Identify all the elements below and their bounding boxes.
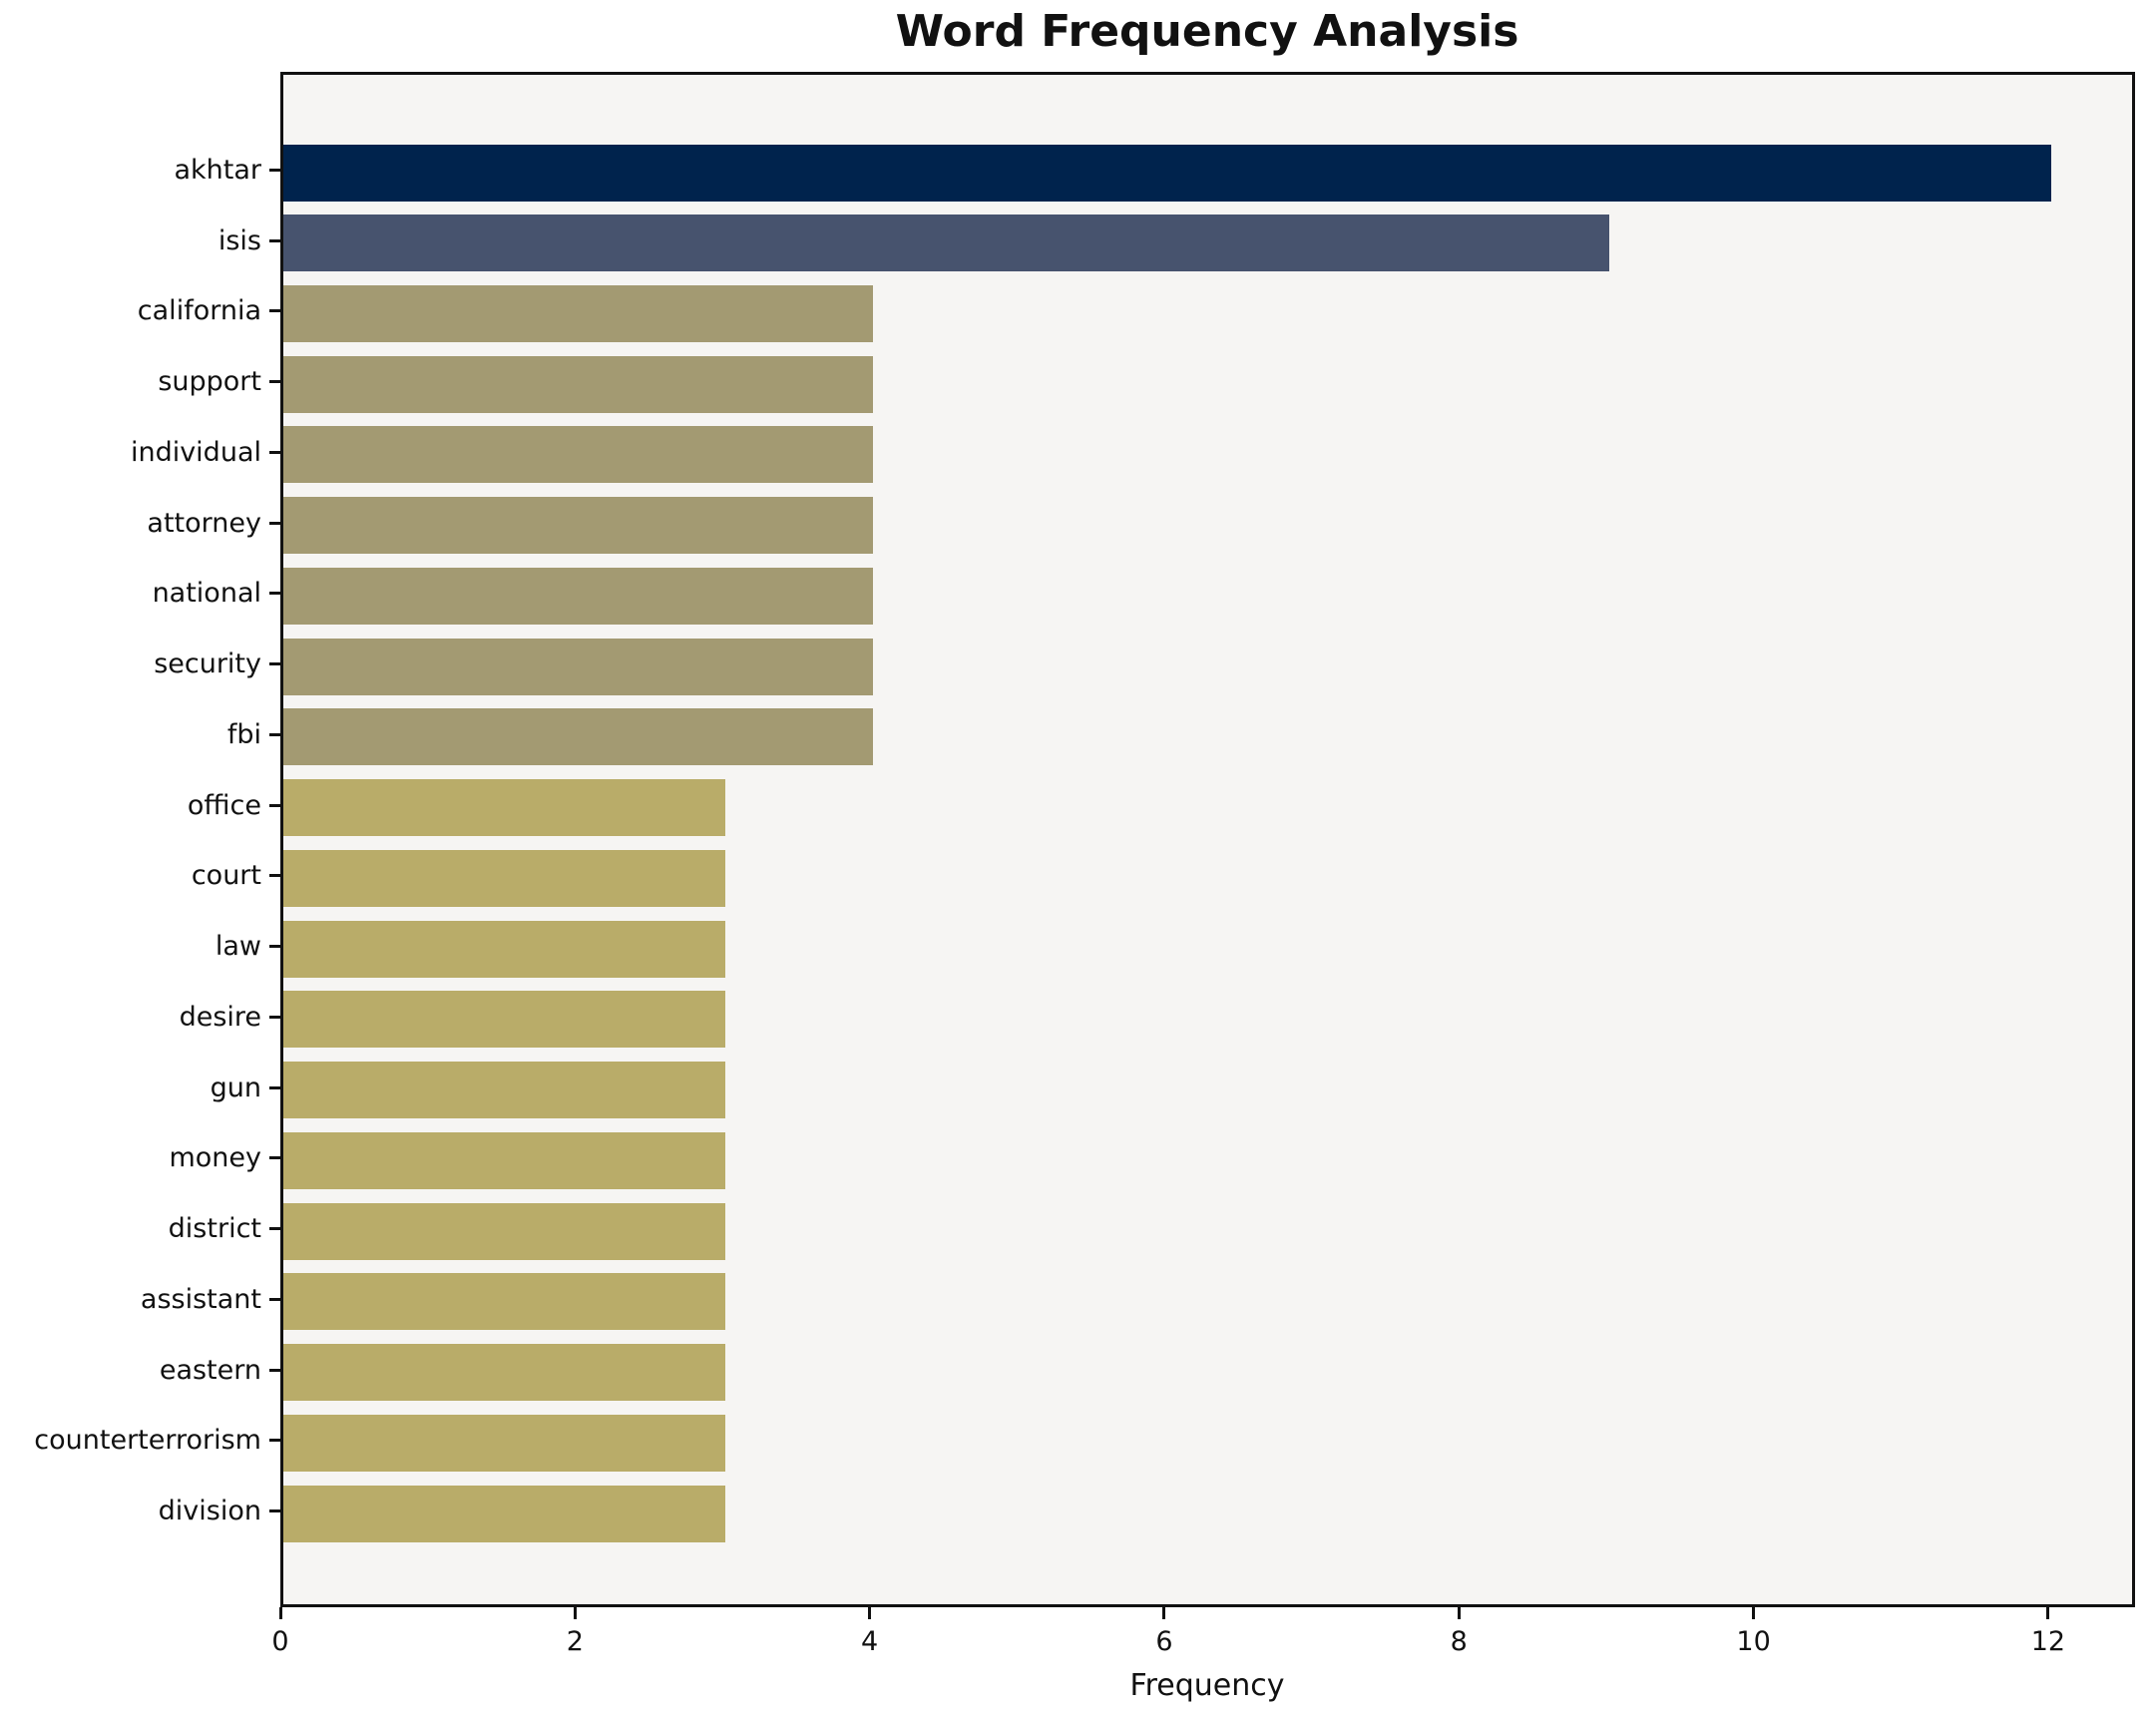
- bar-district: [283, 1202, 725, 1260]
- y-tick-money: [269, 1156, 280, 1160]
- y-label-gun: gun: [210, 1072, 261, 1103]
- y-tick-fbi: [269, 732, 280, 736]
- y-tick-individual: [269, 450, 280, 454]
- bar-attorney: [283, 497, 873, 555]
- y-tick-assistant: [269, 1297, 280, 1301]
- y-tick-desire: [269, 1015, 280, 1019]
- y-label-office: office: [187, 789, 261, 821]
- x-tick-label-12: 12: [2030, 1626, 2066, 1657]
- chart-title: Word Frequency Analysis: [895, 6, 1519, 57]
- bar-court: [283, 849, 725, 907]
- y-tick-national: [269, 592, 280, 596]
- bar-support: [283, 355, 873, 413]
- y-tick-counterterrorism: [269, 1439, 280, 1443]
- y-tick-division: [269, 1509, 280, 1513]
- y-label-division: division: [158, 1496, 261, 1527]
- y-label-district: district: [168, 1213, 261, 1245]
- bar-gun: [283, 1062, 725, 1119]
- plot-area: [280, 72, 2135, 1607]
- x-tick-label-6: 6: [1155, 1626, 1173, 1657]
- x-tick-10: [1752, 1607, 1756, 1619]
- y-tick-california: [269, 309, 280, 313]
- bar-fbi: [283, 708, 873, 766]
- bar-eastern: [283, 1344, 725, 1402]
- bar-counterterrorism: [283, 1414, 725, 1472]
- x-tick-label-8: 8: [1450, 1626, 1468, 1657]
- x-tick-4: [868, 1607, 872, 1619]
- x-axis-label: Frequency: [1129, 1668, 1285, 1703]
- y-label-court: court: [191, 860, 261, 892]
- y-tick-office: [269, 803, 280, 807]
- y-label-security: security: [154, 648, 261, 680]
- bar-national: [283, 567, 873, 625]
- y-tick-security: [269, 662, 280, 666]
- bar-desire: [283, 991, 725, 1049]
- y-tick-akhtar: [269, 169, 280, 172]
- y-tick-support: [269, 380, 280, 384]
- y-label-support: support: [158, 366, 261, 398]
- bar-individual: [283, 426, 873, 484]
- bar-money: [283, 1131, 725, 1189]
- x-tick-label-2: 2: [566, 1626, 584, 1657]
- bar-division: [283, 1485, 725, 1542]
- y-tick-eastern: [269, 1368, 280, 1372]
- x-tick-8: [1457, 1607, 1461, 1619]
- x-tick-label-0: 0: [271, 1626, 289, 1657]
- y-label-national: national: [152, 578, 261, 610]
- y-tick-gun: [269, 1085, 280, 1089]
- bar-security: [283, 638, 873, 695]
- y-label-california: california: [137, 295, 261, 327]
- bar-law: [283, 920, 725, 978]
- x-tick-label-10: 10: [1736, 1626, 1771, 1657]
- y-label-individual: individual: [130, 436, 261, 468]
- y-label-eastern: eastern: [159, 1354, 261, 1386]
- y-label-attorney: attorney: [147, 507, 261, 539]
- y-label-fbi: fbi: [226, 718, 261, 750]
- y-label-isis: isis: [217, 224, 261, 256]
- x-tick-0: [278, 1607, 282, 1619]
- y-label-akhtar: akhtar: [174, 155, 261, 186]
- bar-office: [283, 779, 725, 837]
- x-tick-2: [573, 1607, 577, 1619]
- y-label-money: money: [169, 1142, 261, 1174]
- bar-california: [283, 284, 873, 342]
- x-tick-6: [1162, 1607, 1166, 1619]
- y-label-counterterrorism: counterterrorism: [34, 1425, 261, 1457]
- y-tick-attorney: [269, 521, 280, 525]
- bar-akhtar: [283, 144, 2051, 202]
- x-tick-label-4: 4: [861, 1626, 879, 1657]
- y-tick-court: [269, 874, 280, 878]
- y-tick-law: [269, 945, 280, 949]
- y-label-assistant: assistant: [140, 1283, 261, 1315]
- x-tick-12: [2046, 1607, 2050, 1619]
- bar-assistant: [283, 1273, 725, 1331]
- y-label-law: law: [215, 931, 261, 963]
- bar-isis: [283, 215, 1609, 272]
- y-tick-isis: [269, 238, 280, 242]
- y-label-desire: desire: [179, 1001, 261, 1033]
- y-tick-district: [269, 1227, 280, 1231]
